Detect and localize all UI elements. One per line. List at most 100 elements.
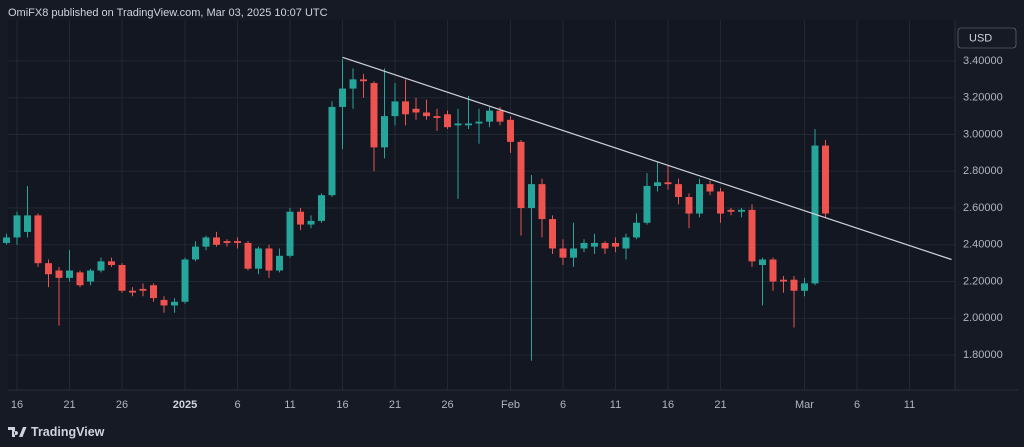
candle-body bbox=[213, 237, 220, 245]
x-tick-label: Feb bbox=[501, 399, 520, 411]
x-tick-label: 6 bbox=[854, 399, 860, 411]
candle-body bbox=[150, 285, 157, 299]
candle-body bbox=[706, 184, 714, 192]
candle-body bbox=[286, 211, 294, 256]
candle-body bbox=[801, 283, 808, 291]
x-tick-label: 11 bbox=[284, 399, 295, 411]
candle-body bbox=[475, 121, 483, 124]
candle-body bbox=[538, 184, 546, 220]
candle-body bbox=[349, 79, 357, 89]
y-tick-label: 2.80000 bbox=[963, 165, 1003, 177]
y-tick-label: 2.40000 bbox=[963, 239, 1003, 251]
candle-body bbox=[412, 108, 420, 113]
candle-body bbox=[769, 259, 777, 282]
x-tick-label: 21 bbox=[63, 399, 75, 411]
candle-body bbox=[423, 112, 430, 117]
candle-body bbox=[402, 101, 409, 115]
candle-body bbox=[780, 279, 787, 282]
candle-body bbox=[328, 106, 336, 196]
candle-body bbox=[339, 88, 346, 107]
trendline bbox=[342, 56, 952, 261]
candle-body bbox=[108, 261, 115, 266]
currency: USD bbox=[969, 32, 992, 44]
logo-mark bbox=[8, 427, 27, 437]
candle-body bbox=[129, 290, 136, 293]
x-tick-label: 16 bbox=[662, 399, 674, 411]
candle-body bbox=[496, 110, 504, 122]
candle-body bbox=[591, 242, 598, 247]
candle-body bbox=[664, 182, 672, 185]
x-tick-label: 16 bbox=[336, 399, 348, 411]
y-tick-label: 3.40000 bbox=[963, 55, 1003, 67]
candle-body bbox=[171, 301, 178, 306]
candle-body bbox=[160, 299, 168, 306]
candle-body bbox=[601, 242, 609, 249]
candle-body bbox=[790, 279, 798, 291]
candle-body bbox=[181, 259, 189, 302]
candle-body bbox=[633, 222, 640, 238]
candle-body bbox=[297, 211, 304, 225]
candle-body bbox=[748, 209, 756, 262]
candle-body bbox=[265, 248, 273, 271]
x-tick-label: 2025 bbox=[173, 399, 197, 411]
candle-body bbox=[454, 123, 462, 126]
y-tick-label: 2.00000 bbox=[963, 312, 1003, 324]
candle-body bbox=[55, 270, 63, 278]
y-tick-label: 1.80000 bbox=[963, 349, 1003, 361]
candle-body bbox=[444, 114, 451, 128]
x-tick-label: 11 bbox=[610, 399, 621, 411]
x-tick-label: Mar bbox=[795, 399, 814, 411]
candle-body bbox=[276, 255, 283, 271]
candle-body bbox=[612, 242, 619, 247]
candle-body bbox=[97, 261, 105, 271]
candle-body bbox=[13, 215, 21, 238]
x-tick-label: 6 bbox=[234, 399, 240, 411]
candle-body bbox=[139, 288, 147, 291]
candle-body bbox=[654, 182, 661, 186]
currency-box bbox=[957, 27, 1017, 49]
y-tick-label: 2.60000 bbox=[963, 202, 1003, 214]
x-tick-label: 16 bbox=[11, 399, 23, 411]
candle-body bbox=[822, 145, 829, 214]
candle-body bbox=[675, 184, 682, 198]
candle-body bbox=[307, 220, 315, 225]
candle-body bbox=[255, 248, 262, 269]
candle-body bbox=[66, 270, 73, 278]
candle-body bbox=[528, 184, 535, 209]
candle-body bbox=[517, 141, 525, 209]
candle-body bbox=[76, 272, 84, 286]
candle-body bbox=[727, 209, 735, 212]
x-tick-label: 21 bbox=[389, 399, 401, 411]
candle-body bbox=[685, 197, 693, 214]
x-tick-label: 6 bbox=[560, 399, 566, 411]
x-tick-label: 26 bbox=[116, 399, 128, 411]
y-tick-label: 3.00000 bbox=[963, 128, 1003, 140]
candle-body bbox=[580, 242, 588, 249]
candle-body bbox=[370, 83, 378, 148]
candle-body bbox=[223, 241, 231, 243]
candle-body bbox=[643, 185, 651, 223]
candle-body bbox=[3, 237, 10, 243]
candle-body bbox=[486, 110, 493, 122]
candle-body bbox=[559, 248, 567, 258]
footer: TradingView bbox=[31, 425, 105, 439]
candle-body bbox=[118, 265, 126, 291]
candle-body bbox=[738, 209, 745, 212]
candle-body bbox=[360, 79, 367, 82]
candle-body bbox=[759, 259, 766, 266]
candles bbox=[3, 56, 952, 361]
footer-logo bbox=[8, 427, 27, 437]
candle-body bbox=[192, 246, 199, 260]
candle-body bbox=[45, 263, 52, 275]
candle-body bbox=[696, 184, 703, 214]
plot-area bbox=[8, 20, 955, 390]
candle-body bbox=[433, 116, 441, 118]
candle-body bbox=[234, 241, 241, 243]
candle-body bbox=[622, 237, 630, 249]
candle-body bbox=[391, 101, 399, 117]
y-tick-label: 2.20000 bbox=[963, 275, 1003, 287]
grid bbox=[8, 20, 955, 390]
candle-body bbox=[570, 248, 577, 258]
x-tick-label: 26 bbox=[441, 399, 453, 411]
